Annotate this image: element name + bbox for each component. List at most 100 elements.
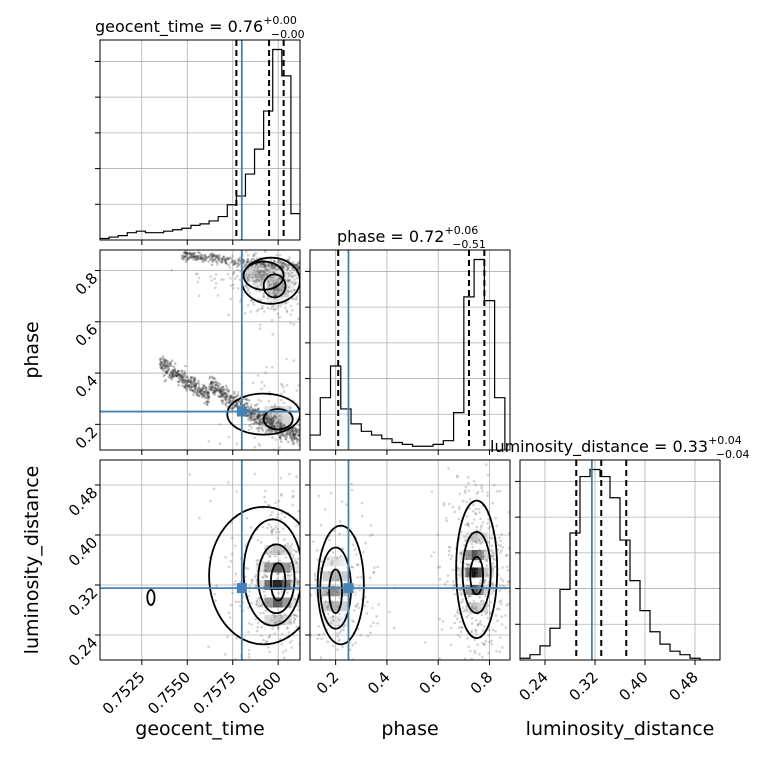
sample-point <box>288 256 291 259</box>
sample-point <box>202 384 206 388</box>
sample-point <box>225 393 229 396</box>
sample-point <box>302 555 305 558</box>
sample-point <box>303 606 306 609</box>
sample-point <box>235 394 239 398</box>
sample-point <box>227 257 231 260</box>
sample-point <box>248 590 251 593</box>
sample-point <box>211 258 215 261</box>
sample-point <box>494 688 497 691</box>
sample-point <box>351 697 354 700</box>
sample-point <box>221 394 225 397</box>
sample-point <box>210 279 213 282</box>
sample-point <box>290 639 294 642</box>
sample-point <box>183 378 186 382</box>
sample-point <box>205 393 208 396</box>
sample-point <box>218 390 222 393</box>
sample-point <box>293 282 297 286</box>
sample-point <box>331 615 335 618</box>
sample-point <box>283 670 286 673</box>
density-cell <box>477 550 488 560</box>
sample-point <box>210 383 214 386</box>
sample-point <box>286 570 290 574</box>
sample-point <box>292 433 296 436</box>
sample-point <box>464 451 467 454</box>
sample-point <box>215 254 219 258</box>
sample-point <box>283 495 286 498</box>
sample-point <box>203 254 207 257</box>
sample-point <box>214 384 217 387</box>
sample-point <box>438 657 441 660</box>
sample-point <box>487 518 490 521</box>
sample-point <box>294 571 298 574</box>
sample-point <box>224 259 227 262</box>
x-axis-label-luminosity-distance: luminosity_distance <box>526 718 715 740</box>
sample-point <box>176 369 180 373</box>
sample-point <box>481 599 484 603</box>
sample-point <box>182 251 186 255</box>
sample-point <box>207 385 211 389</box>
sample-point <box>478 581 482 585</box>
sample-point <box>160 366 164 370</box>
sample-point <box>247 413 251 416</box>
sample-point <box>331 615 335 618</box>
sample-point <box>198 516 201 520</box>
sample-point <box>467 524 470 528</box>
sample-point <box>284 433 287 436</box>
sample-point <box>293 282 297 286</box>
sample-point <box>195 254 198 258</box>
density-cell <box>322 601 333 612</box>
density-cell <box>477 602 488 613</box>
sample-point <box>227 313 230 317</box>
sample-point <box>457 573 460 577</box>
density-cell <box>267 280 278 291</box>
sample-point <box>276 312 280 316</box>
sample-point <box>253 266 257 269</box>
sample-point <box>289 578 292 581</box>
sample-point <box>293 426 296 430</box>
sample-point <box>468 595 471 598</box>
sample-point <box>288 472 291 476</box>
sample-point <box>469 692 472 695</box>
sample-point <box>246 258 250 262</box>
joint-panel-phase-luminosity-distance: 0.2 0.4 0.6 0.8 <box>283 384 511 698</box>
sample-point <box>307 286 310 289</box>
sample-point <box>246 404 249 408</box>
sample-point <box>231 272 235 276</box>
sample-point <box>285 357 288 361</box>
sample-point <box>295 295 299 298</box>
sample-point <box>269 283 272 286</box>
sample-point <box>168 362 172 365</box>
sample-point <box>273 454 276 457</box>
sample-point <box>249 414 253 418</box>
sample-point <box>255 674 258 677</box>
sample-point <box>220 389 223 393</box>
sample-point <box>214 599 217 602</box>
sample-point <box>252 282 255 286</box>
sample-point <box>254 420 258 423</box>
sample-point <box>439 384 442 387</box>
sample-point <box>453 592 457 596</box>
sample-point <box>257 407 260 410</box>
sample-point <box>249 418 253 422</box>
sample-point <box>277 530 281 534</box>
sample-point <box>504 626 508 629</box>
sample-point <box>295 577 298 581</box>
sample-point <box>281 434 285 438</box>
sample-point <box>498 489 502 493</box>
sample-point <box>476 573 480 577</box>
sample-point <box>194 384 198 388</box>
sample-point <box>499 539 503 542</box>
sample-point <box>264 417 267 420</box>
sample-point <box>276 527 279 531</box>
sample-point <box>292 435 295 438</box>
sample-point <box>317 633 320 636</box>
sample-point <box>268 421 271 425</box>
sample-point <box>294 264 298 267</box>
sample-point <box>276 305 280 308</box>
sample-point <box>224 398 228 401</box>
sample-point <box>164 364 168 368</box>
sample-point <box>499 636 502 639</box>
sample-point <box>165 371 169 375</box>
sample-point <box>297 509 300 513</box>
sample-point <box>267 523 271 526</box>
